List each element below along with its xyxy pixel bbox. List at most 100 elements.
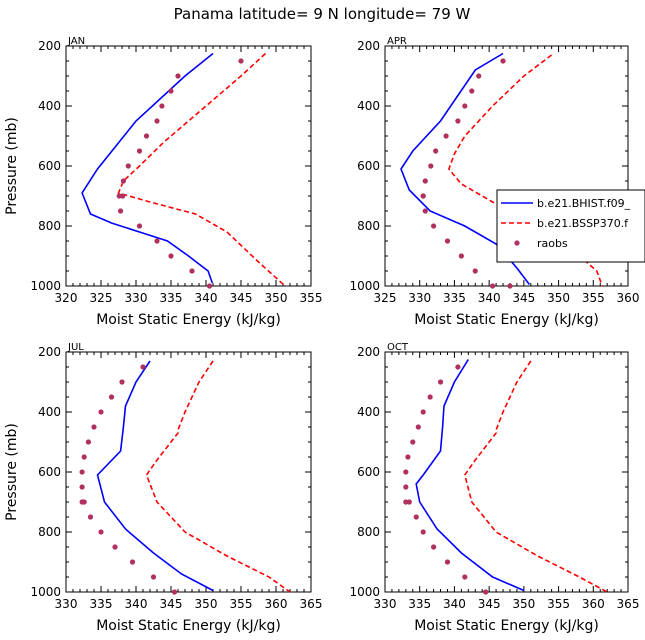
- raobs-point: [98, 409, 104, 415]
- x-tick-label: 320: [55, 291, 78, 305]
- raobs-point: [112, 544, 118, 550]
- panel-label: OCT: [387, 342, 409, 353]
- raobs-point: [168, 88, 174, 94]
- raobs-point: [238, 58, 244, 64]
- raobs-point: [415, 424, 421, 430]
- x-tick-label: 330: [55, 597, 78, 611]
- x-tick-label: 330: [125, 291, 148, 305]
- x-tick-label: 355: [300, 291, 323, 305]
- raobs-point: [507, 283, 513, 289]
- x-tick-label: 345: [230, 291, 253, 305]
- ssp370-line: [463, 360, 608, 593]
- legend-label: raobs: [537, 237, 568, 250]
- raobs-point: [422, 178, 428, 184]
- plot-frame: [384, 351, 629, 593]
- y-tick-label: 1000: [349, 585, 380, 599]
- x-tick-label: 360: [617, 291, 640, 305]
- raobs-point: [136, 148, 143, 154]
- raobs-point: [85, 439, 91, 445]
- raobs-point: [437, 379, 444, 385]
- y-axis-label: Pressure (mb): [4, 423, 20, 521]
- raobs-point: [462, 103, 468, 109]
- x-tick-label: 330: [408, 291, 431, 305]
- x-tick-label: 365: [617, 597, 640, 611]
- raobs-point: [413, 514, 419, 520]
- panel-jan: JAN 320 325 330 335 340 345 350 355 200 400 600 800 1…: [4, 36, 322, 328]
- x-tick-label: 350: [547, 291, 570, 305]
- raobs-point: [159, 103, 165, 109]
- legend-raobs-marker: [514, 240, 520, 246]
- y-tick-label: 400: [357, 99, 380, 113]
- raobs-point: [136, 223, 143, 229]
- raobs-point: [175, 73, 181, 79]
- panel-oct: OCT 330 335 340 345 350 355 360 365 200 400 600 800 1…: [349, 342, 639, 634]
- y-tick-label: 200: [38, 345, 61, 359]
- raobs-point: [116, 193, 122, 199]
- x-tick-label: 350: [195, 597, 218, 611]
- raobs-point: [140, 364, 146, 370]
- y-tick-label: 800: [38, 219, 61, 233]
- y-tick-label: 200: [357, 39, 380, 53]
- hist-line: [96, 360, 214, 592]
- raobs-point: [405, 454, 411, 460]
- ssp370-line: [145, 360, 291, 593]
- panel-label: APR: [387, 36, 407, 47]
- raobs-point: [420, 529, 426, 535]
- raobs-point: [472, 268, 478, 274]
- raobs-point: [168, 253, 174, 259]
- y-tick-label: 800: [357, 525, 380, 539]
- x-tick-label: 340: [443, 597, 466, 611]
- y-tick-label: 600: [38, 159, 61, 173]
- y-tick-label: 1000: [30, 585, 61, 599]
- x-tick-label: 340: [478, 291, 501, 305]
- y-axis-label: Pressure (mb): [4, 117, 20, 215]
- raobs-point: [154, 238, 160, 244]
- raobs-point: [455, 118, 461, 124]
- hist-line: [81, 52, 214, 284]
- raobs-point: [119, 379, 125, 385]
- y-tick-label: 400: [38, 405, 61, 419]
- raobs-point: [81, 454, 87, 460]
- panel-jul: JUL 330 335 340 345 350 355 360 365 200 400 600 800 1…: [4, 342, 322, 634]
- plot-frame: [65, 45, 312, 287]
- raobs-point: [431, 544, 437, 550]
- raobs-point: [108, 394, 115, 400]
- panel-apr: APR 325 330 335 340 345 350 355 360 200 400 600 800 1…: [349, 36, 639, 328]
- x-tick-label: 330: [374, 597, 397, 611]
- raobs-point: [483, 589, 489, 595]
- x-tick-label: 350: [265, 291, 288, 305]
- x-tick-label: 365: [300, 597, 323, 611]
- x-tick-label: 335: [408, 597, 431, 611]
- y-tick-label: 200: [38, 39, 61, 53]
- raobs-point: [403, 484, 409, 490]
- raobs-point: [490, 283, 496, 289]
- legend-box: [496, 189, 645, 263]
- x-tick-label: 335: [90, 597, 113, 611]
- x-tick-label: 360: [582, 597, 605, 611]
- raobs-point: [500, 58, 506, 64]
- raobs-point: [444, 238, 451, 244]
- raobs-point: [458, 253, 464, 259]
- x-tick-label: 355: [547, 597, 570, 611]
- raobs-point: [125, 163, 131, 169]
- x-tick-label: 360: [265, 597, 288, 611]
- raobs-point: [420, 409, 426, 415]
- x-tick-label: 345: [478, 597, 501, 611]
- y-tick-label: 400: [357, 405, 380, 419]
- raobs-point: [420, 193, 426, 199]
- y-tick-label: 800: [357, 219, 380, 233]
- y-tick-label: 800: [38, 525, 61, 539]
- raobs-point: [433, 148, 439, 154]
- raobs-point: [403, 469, 409, 475]
- raobs-point: [171, 589, 178, 595]
- raobs-point: [154, 118, 160, 124]
- raobs-point: [87, 514, 94, 520]
- figure-title: Panama latitude= 9 N longitude= 79 W: [174, 5, 471, 23]
- plot-frame: [65, 351, 312, 593]
- x-tick-label: 355: [230, 597, 253, 611]
- x-tick-label: 335: [443, 291, 466, 305]
- x-tick-label: 325: [90, 291, 113, 305]
- raobs-point: [469, 88, 475, 94]
- raobs-point: [129, 559, 136, 565]
